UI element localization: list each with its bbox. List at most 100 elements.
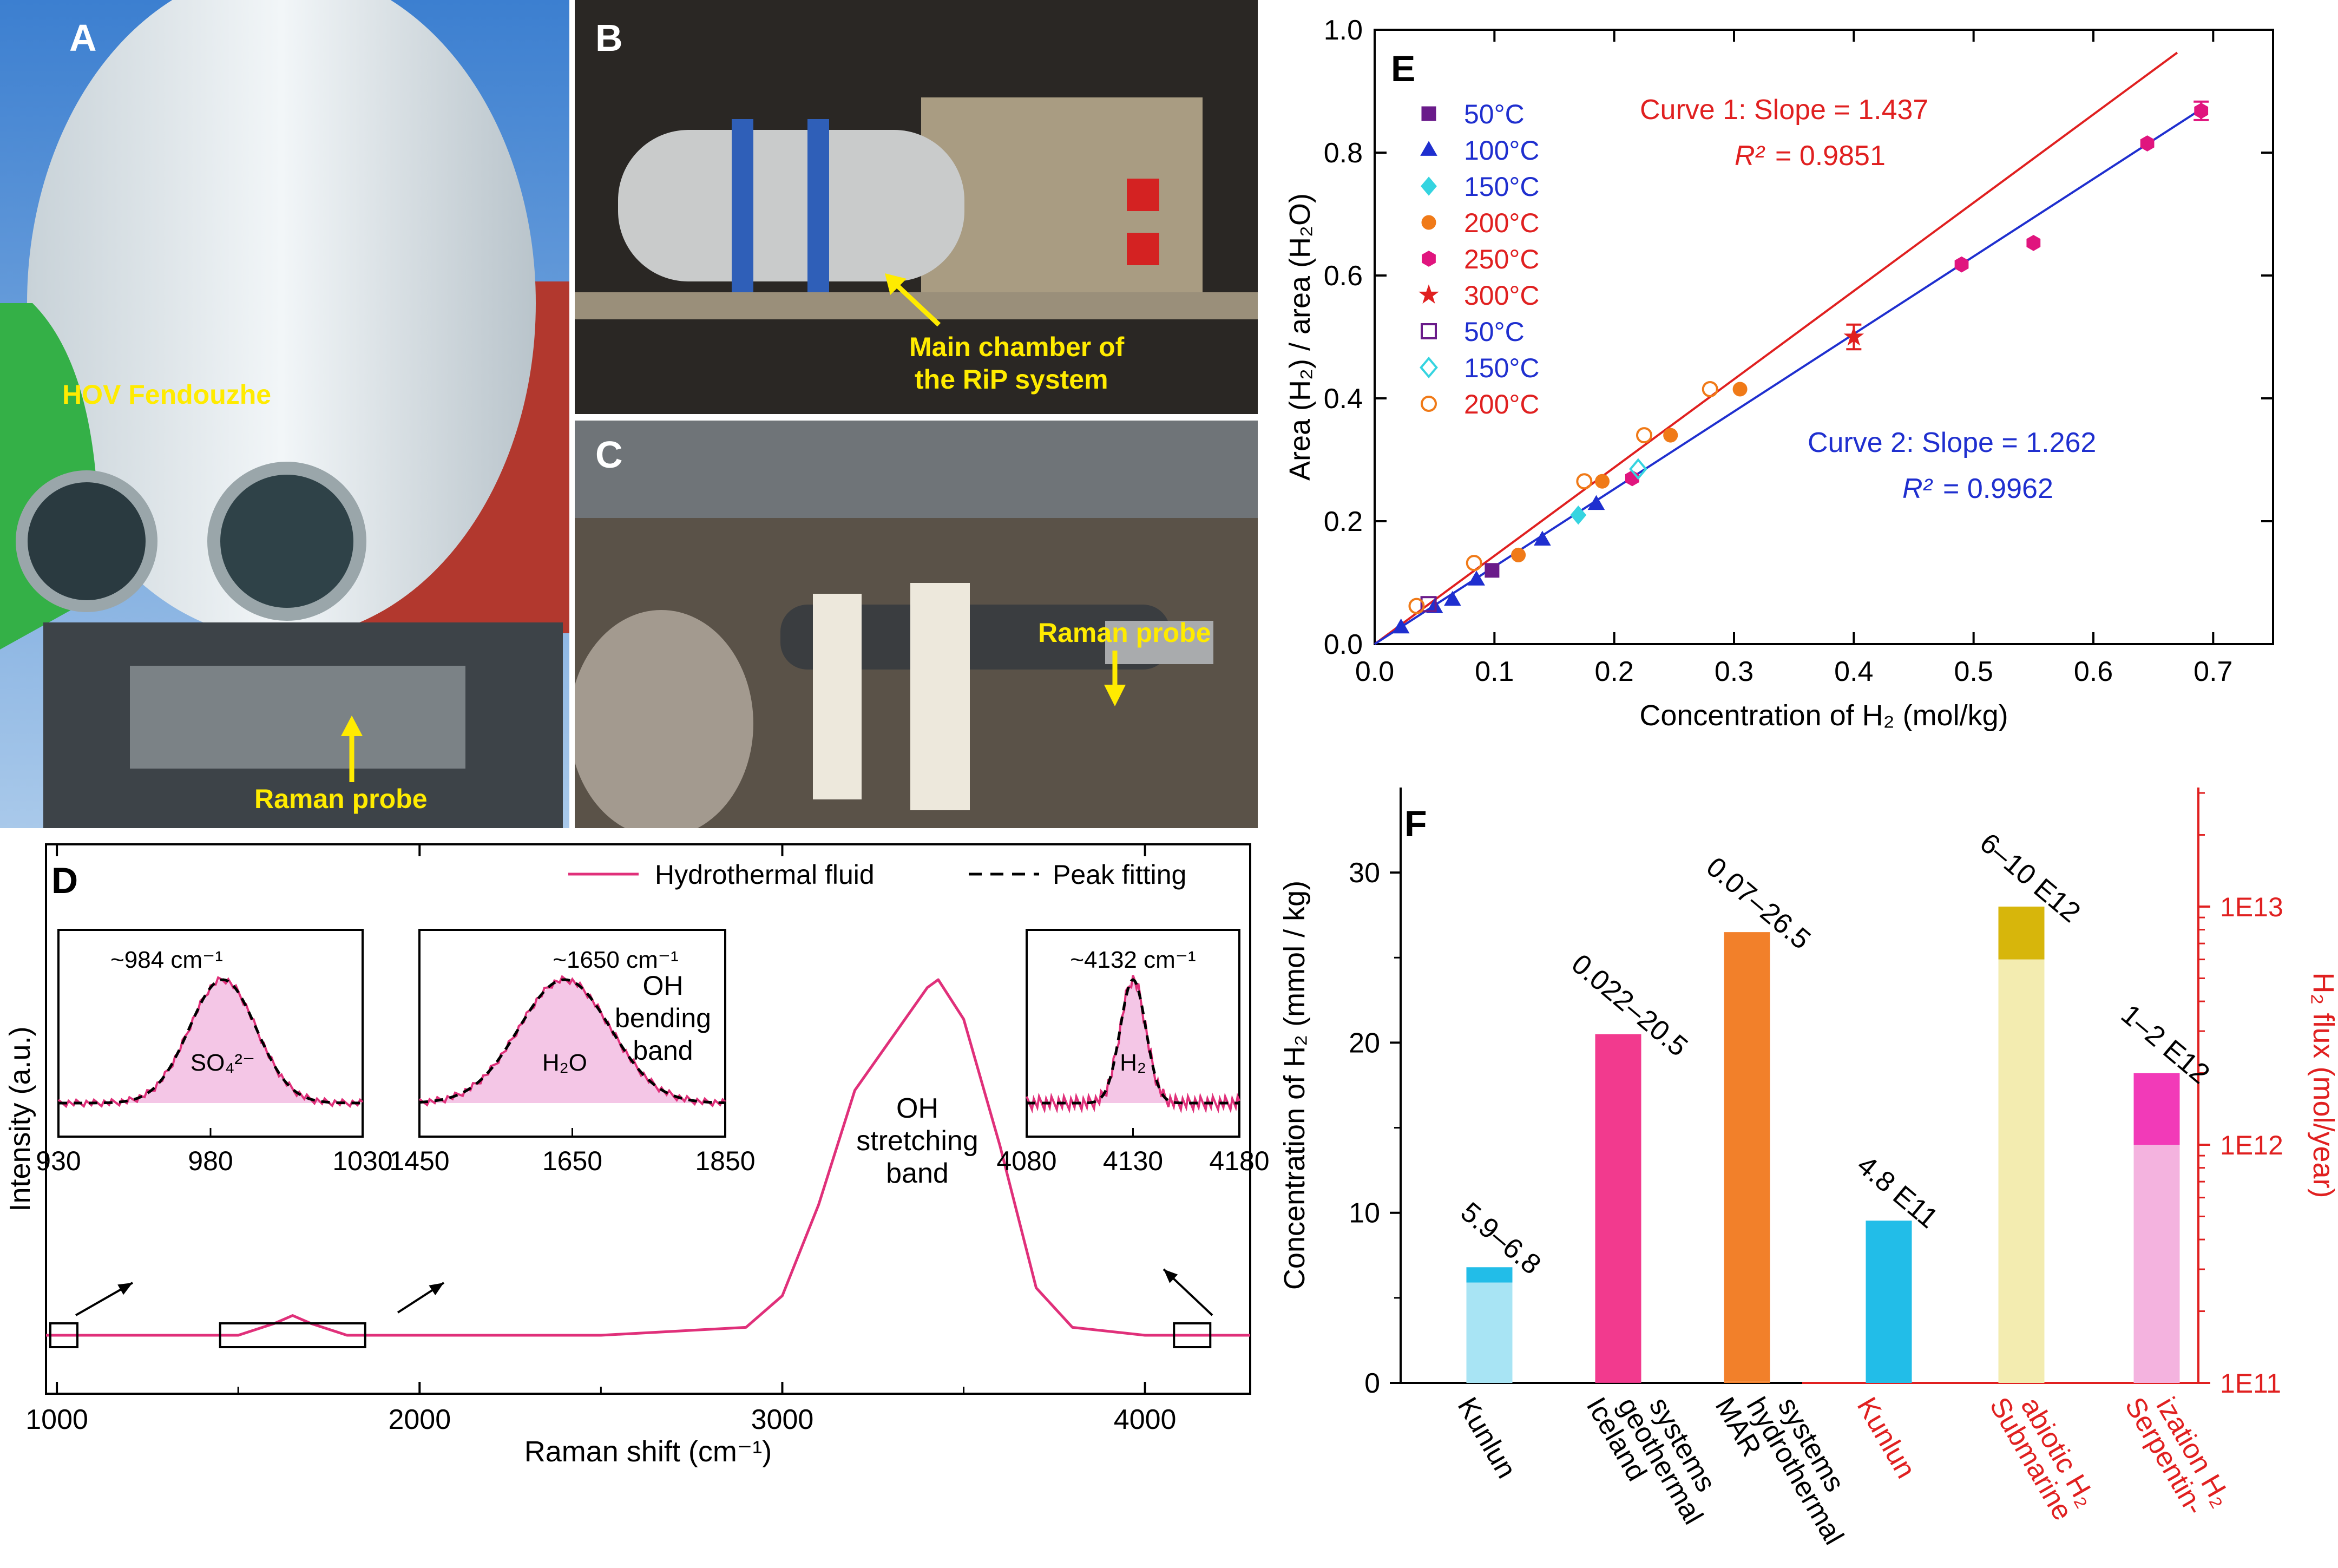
fit-label-curve1: Curve 1: Slope = 1.437 <box>1640 94 1928 126</box>
inset-1: 930 980 1030 ~984 cm⁻¹ SO₄²⁻ <box>36 929 393 1176</box>
data-point <box>1408 598 1425 614</box>
inset-species-label: H₂O <box>542 1049 587 1076</box>
y-tick-label-right: 1E12 <box>2220 1130 2283 1160</box>
photo-panel-a <box>0 0 569 828</box>
photo-b-illustration <box>575 0 1258 414</box>
data-point <box>1576 473 1593 490</box>
annotation-oh: OH <box>896 1093 938 1124</box>
y-tick-label: 1.0 <box>1324 15 1363 46</box>
legend-label: 150°C <box>1464 353 1540 383</box>
bar-low <box>1595 1382 1641 1383</box>
photo-label-main-chamber: Main chamber of <box>909 332 1125 362</box>
bar-high <box>1998 907 2045 960</box>
y-tick-label-left: 30 <box>1349 857 1380 889</box>
legend-marker <box>1421 176 1437 196</box>
data-point <box>1595 474 1610 489</box>
panel-label-f: F <box>1404 803 1427 844</box>
photo-label-raman-c: Raman probe <box>1038 618 1211 648</box>
inset-band-label: band <box>633 1035 693 1066</box>
photo-panel-c <box>575 421 1258 828</box>
bar-high <box>1866 1221 1912 1383</box>
panel-label-a: A <box>69 17 97 59</box>
legend-label-fit: Peak fitting <box>1053 860 1186 890</box>
bar-low <box>2133 1145 2180 1383</box>
inset-tick-label: 1030 <box>332 1146 392 1176</box>
chart-e: E 0.0 0.1 0.2 0.3 0.4 0.5 0.6 0.7 0.0 0.2 0.4 0.6 0.8… <box>1284 15 2274 732</box>
data-point <box>1732 382 1748 397</box>
panel-label-c: C <box>595 434 623 476</box>
arrow-icon <box>885 273 941 327</box>
arrow-icon <box>341 716 363 782</box>
bar-low <box>1724 1381 1770 1383</box>
bar-high <box>2133 1073 2180 1145</box>
category-label: Kunlun <box>1452 1392 1522 1484</box>
data-point <box>1392 618 1410 634</box>
annotation-band: band <box>886 1158 949 1189</box>
data-point <box>1534 530 1551 546</box>
bar-high <box>1724 932 1770 1382</box>
x-tick-label: 0.1 <box>1475 656 1514 687</box>
x-tick-label: 0.6 <box>2074 656 2113 687</box>
inset-3: 4080 4130 4180 ~4132 cm⁻¹ H₂ <box>996 929 1270 1176</box>
inset-tick-label: 1850 <box>695 1146 755 1176</box>
spectrum-line <box>46 978 1250 1337</box>
data-point <box>1663 428 1678 443</box>
inset-peak-fill <box>58 980 363 1103</box>
bar-high <box>1595 1034 1641 1383</box>
x-tick-label: 0.5 <box>1954 656 1993 687</box>
fit-r2-curve2: = 0.9962 <box>1943 473 2053 504</box>
y-axis-label-left: Concentration of H₂ (mmol / kg) <box>1278 881 1311 1290</box>
photo-c-illustration <box>575 421 1258 828</box>
legend-label: 200°C <box>1464 208 1540 238</box>
legend-marker <box>1420 357 1438 378</box>
inset-band-label: bending <box>615 1003 711 1033</box>
data-point <box>1511 547 1526 562</box>
legend-label: 300°C <box>1464 280 1540 311</box>
y-tick-label: 0.0 <box>1324 629 1363 660</box>
panel-label-e: E <box>1391 48 1415 89</box>
data-point <box>1444 591 1461 606</box>
y-tick-label-right: 1E11 <box>2220 1368 2281 1399</box>
data-point <box>1954 256 1969 273</box>
plot-frame <box>1374 29 2274 645</box>
x-tick-label: 0.0 <box>1355 656 1394 687</box>
inset-peak-fit <box>58 978 363 1105</box>
bar-low <box>1466 1282 1513 1383</box>
x-tick-label: 2000 <box>388 1404 451 1435</box>
x-tick-label: 0.4 <box>1834 656 1873 687</box>
fit-label-curve2: Curve 2: Slope = 1.262 <box>1808 427 2096 458</box>
annotation-stretching: stretching <box>856 1125 978 1157</box>
panel-label-b: B <box>595 17 623 59</box>
data-point <box>2140 135 2155 152</box>
legend-marker <box>1420 141 1437 156</box>
inset-tick-label: 4080 <box>996 1146 1056 1176</box>
x-tick-label: 4000 <box>1114 1404 1177 1435</box>
photo-label-raman-a: Raman probe <box>254 784 428 814</box>
legend-marker <box>1421 215 1436 230</box>
legend-label: 150°C <box>1464 172 1540 202</box>
x-tick-label: 3000 <box>751 1404 814 1435</box>
legend-marker <box>1421 396 1437 412</box>
zoom-region-box <box>1173 1322 1212 1348</box>
y-tick-label: 0.4 <box>1324 383 1363 415</box>
photo-label-rip-system: the RiP system <box>915 364 1108 395</box>
zoom-region-box <box>49 1322 78 1348</box>
legend-marker <box>1421 323 1437 339</box>
legend-marker <box>1422 251 1436 267</box>
data-point <box>1466 555 1482 572</box>
x-axis-label: Raman shift (cm⁻¹) <box>524 1435 772 1468</box>
inset-peak-label: ~984 cm⁻¹ <box>110 947 223 973</box>
inset-tick-label: 1650 <box>542 1146 602 1176</box>
legend-marker <box>1421 106 1436 121</box>
inset-peak-fit <box>419 978 726 1104</box>
photo-panel-b <box>575 0 1258 414</box>
y-tick-label-left: 20 <box>1349 1027 1380 1059</box>
legend-marker <box>1418 284 1439 304</box>
inset-peak-fill <box>1027 980 1239 1103</box>
inset-tick-label: 4130 <box>1103 1146 1163 1176</box>
legend-label: 50°C <box>1464 317 1525 347</box>
y-tick-label-right: 1E13 <box>2220 892 2283 922</box>
legend-label: 200°C <box>1464 389 1540 419</box>
y-axis-label: Intensity (a.u.) <box>4 1026 36 1211</box>
